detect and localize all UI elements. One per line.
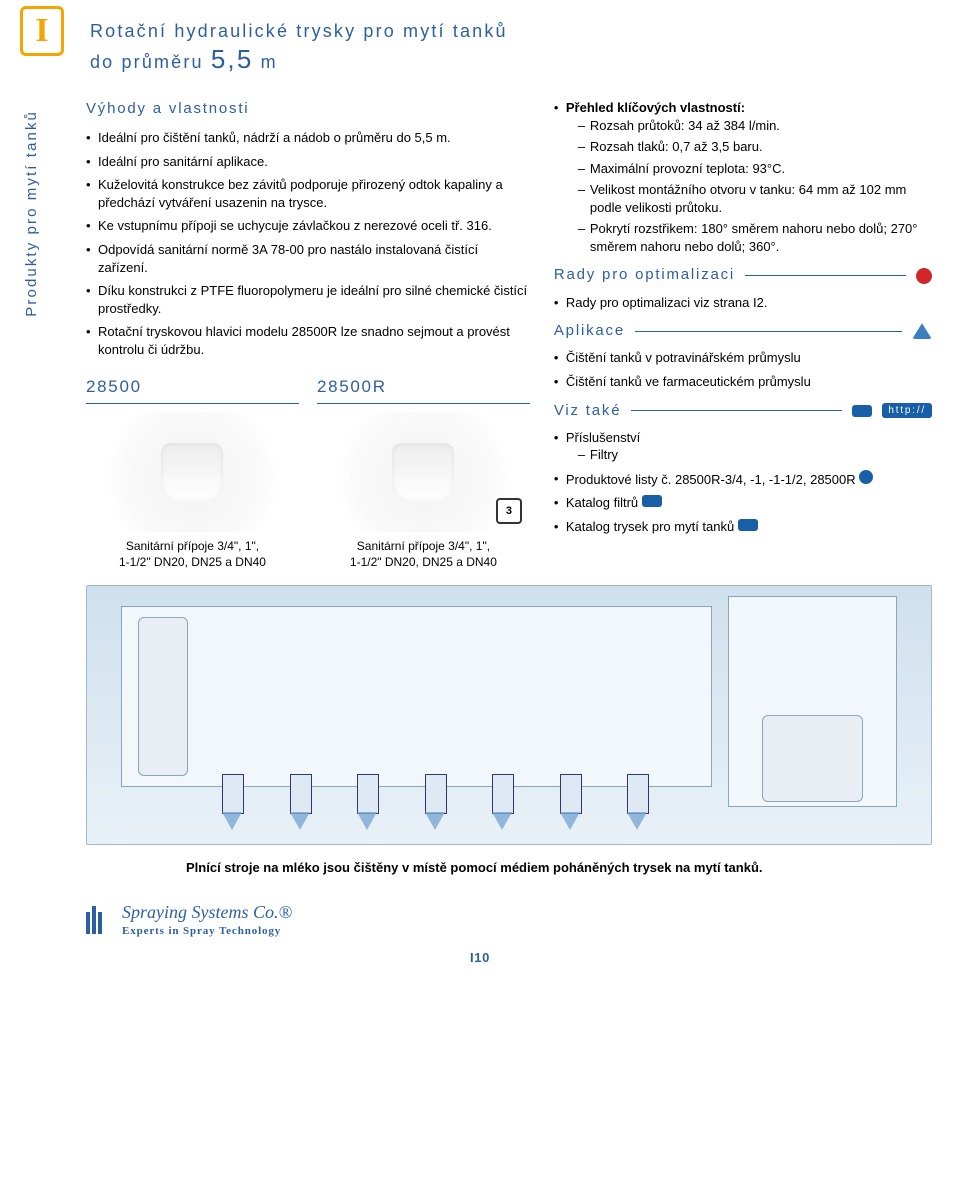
see-item-text: Příslušenství: [566, 430, 640, 445]
sidebar-category-label: Produkty pro mytí tanků: [22, 110, 42, 317]
title-suffix: m: [253, 52, 277, 72]
list-item: Čištění tanků v potravinářském průmyslu: [554, 349, 932, 367]
list-item: Katalog filtrů: [554, 494, 932, 512]
cd-icon: [859, 470, 873, 484]
list-item: Příslušenství Filtry: [554, 429, 932, 464]
list-item: Maximální provozní teplota: 93°C.: [578, 160, 932, 178]
list-item: Katalog trysek pro mytí tanků: [554, 518, 932, 536]
brand-name: Spraying Systems Co.®: [122, 900, 292, 924]
triangle-icon: [912, 323, 932, 339]
diagram-caption: Plnící stroje na mléko jsou čištěny v mí…: [186, 859, 932, 877]
brand-logo-icon: [86, 906, 108, 934]
list-item: Produktové listy č. 28500R-3/4, -1, -1-1…: [554, 470, 932, 489]
book-icon: [738, 519, 758, 531]
see-item-text: Katalog trysek pro mytí tanků: [566, 519, 734, 534]
heading-text: Viz také: [554, 401, 622, 421]
title-line-2: do průměru 5,5 m: [90, 43, 932, 76]
applications-heading: Aplikace: [554, 321, 932, 341]
list-item: Ke vstupnímu přípoji se uchycuje závlačk…: [86, 217, 530, 235]
list-item: Rozsah tlaků: 0,7 až 3,5 baru.: [578, 138, 932, 156]
see-item-text: Produktové listy č. 28500R-3/4, -1, -1-1…: [566, 472, 856, 487]
heading-text: Rady pro optimalizaci: [554, 265, 735, 285]
list-item: Rozsah průtoků: 34 až 384 l/min.: [578, 117, 932, 135]
product-code: 28500R: [317, 376, 530, 404]
page-number: I10: [28, 949, 932, 967]
heading-text: Aplikace: [554, 321, 625, 341]
product-caption: Sanitární přípoje 3/4", 1", 1-1/2" DN20,…: [86, 538, 299, 570]
list-item: Rotační tryskovou hlavici modelu 28500R …: [86, 323, 530, 358]
footer: Spraying Systems Co.® Experts in Spray T…: [28, 900, 932, 939]
list-item: Rady pro optimalizaci viz strana I2.: [554, 294, 932, 312]
list-item: Čištění tanků ve farmaceutickém průmyslu: [554, 373, 932, 391]
product-row: 28500 Sanitární přípoje 3/4", 1", 1-1/2"…: [86, 376, 530, 570]
advantages-list: Ideální pro čištění tanků, nádrží a nádo…: [86, 129, 530, 358]
list-item: Ideální pro čištění tanků, nádrží a nádo…: [86, 129, 530, 147]
title-line-1: Rotační hydraulické trysky pro mytí tank…: [90, 20, 932, 43]
product-thumb: 3: [317, 412, 530, 532]
right-column: Přehled klíčových vlastností: Rozsah prů…: [554, 99, 932, 571]
list-item: Díku konstrukci z PTFE fluoropolymeru je…: [86, 282, 530, 317]
list-item: Přehled klíčových vlastností: Rozsah prů…: [554, 99, 932, 255]
product-card-28500r: 28500R 3 Sanitární přípoje 3/4", 1", 1-1…: [317, 376, 530, 570]
advantages-heading: Výhody a vlastnosti: [86, 99, 530, 119]
http-chip: http://: [882, 403, 932, 419]
list-item: Kuželovitá konstrukce bez závitů podporu…: [86, 176, 530, 211]
book-icon: [642, 495, 662, 507]
list-item: Velikost montážního otvoru v tanku: 64 m…: [578, 181, 932, 216]
heading-rule: [631, 410, 842, 411]
product-card-28500: 28500 Sanitární přípoje 3/4", 1", 1-1/2"…: [86, 376, 299, 570]
title-em: 5,5: [211, 44, 254, 74]
optimization-heading: Rady pro optimalizaci: [554, 265, 932, 285]
a3-badge: 3: [496, 498, 522, 524]
page-title: Rotační hydraulické trysky pro mytí tank…: [90, 12, 932, 75]
key-properties: Přehled klíčových vlastností: Rozsah prů…: [554, 99, 932, 255]
list-item: Filtry: [578, 446, 932, 464]
key-properties-heading: Přehled klíčových vlastností:: [566, 100, 745, 115]
title-prefix: do průměru: [90, 52, 211, 72]
book-icon: [852, 405, 872, 417]
left-column: Výhody a vlastnosti Ideální pro čištění …: [86, 99, 530, 571]
section-badge: I: [20, 6, 64, 56]
product-caption: Sanitární přípoje 3/4", 1", 1-1/2" DN20,…: [317, 538, 530, 570]
target-icon: [916, 268, 932, 284]
product-thumb: [86, 412, 299, 532]
product-code: 28500: [86, 376, 299, 404]
heading-rule: [635, 331, 902, 332]
heading-rule: [745, 275, 906, 276]
brand-tagline: Experts in Spray Technology: [122, 924, 292, 939]
list-item: Ideální pro sanitární aplikace.: [86, 153, 530, 171]
brand-text: Spraying Systems Co.® Experts in Spray T…: [122, 900, 292, 939]
list-item: Odpovídá sanitární normě 3A 78-00 pro na…: [86, 241, 530, 276]
see-also-heading: Viz také http://: [554, 401, 932, 421]
see-item-text: Katalog filtrů: [566, 495, 638, 510]
list-item: Pokrytí rozstřikem: 180° směrem nahoru n…: [578, 220, 932, 255]
tank-cleaning-diagram: [86, 585, 932, 845]
